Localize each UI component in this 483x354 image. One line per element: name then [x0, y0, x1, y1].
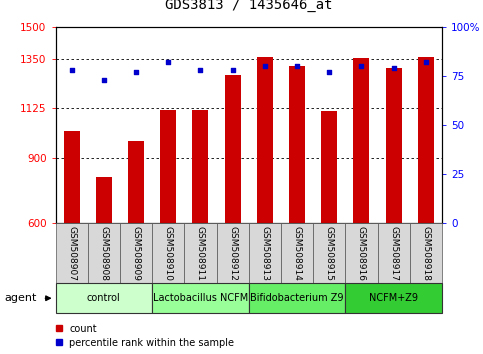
Bar — [410, 223, 442, 283]
Text: NCFM+Z9: NCFM+Z9 — [369, 293, 418, 303]
Bar — [120, 223, 152, 283]
Bar — [313, 223, 345, 283]
Text: GSM508910: GSM508910 — [164, 226, 173, 281]
Point — [132, 69, 140, 75]
Bar — [385, 68, 402, 223]
Text: control: control — [87, 293, 121, 303]
Bar — [225, 75, 241, 223]
Text: GSM508912: GSM508912 — [228, 226, 237, 281]
Bar — [185, 223, 216, 283]
Bar — [249, 223, 281, 283]
Bar — [321, 110, 337, 223]
Bar — [56, 283, 152, 313]
Bar — [152, 223, 185, 283]
Bar — [418, 57, 434, 223]
Point — [390, 65, 398, 71]
Bar — [160, 109, 176, 223]
Bar — [216, 223, 249, 283]
Bar — [192, 109, 209, 223]
Bar — [56, 223, 88, 283]
Bar — [257, 57, 273, 223]
Bar — [88, 223, 120, 283]
Point — [422, 59, 430, 65]
Bar — [56, 339, 62, 345]
Point — [326, 69, 333, 75]
Bar — [249, 283, 345, 313]
Text: GSM508913: GSM508913 — [260, 226, 270, 281]
Text: GSM508907: GSM508907 — [67, 226, 76, 281]
Bar — [345, 283, 442, 313]
Bar — [96, 177, 112, 223]
Bar — [378, 223, 410, 283]
Text: GSM508917: GSM508917 — [389, 226, 398, 281]
Bar — [56, 325, 62, 331]
Text: Bifidobacterium Z9: Bifidobacterium Z9 — [250, 293, 344, 303]
Text: GSM508911: GSM508911 — [196, 226, 205, 281]
Text: GDS3813 / 1435646_at: GDS3813 / 1435646_at — [165, 0, 332, 12]
Point — [357, 63, 365, 69]
Bar — [354, 58, 369, 223]
Point — [229, 67, 237, 73]
Text: GSM508914: GSM508914 — [293, 226, 301, 281]
Point — [197, 67, 204, 73]
Bar — [128, 141, 144, 223]
Text: GSM508909: GSM508909 — [131, 226, 141, 281]
Bar — [281, 223, 313, 283]
Text: GSM508915: GSM508915 — [325, 226, 334, 281]
Point — [68, 67, 75, 73]
Text: agent: agent — [5, 293, 37, 303]
Text: Lactobacillus NCFM: Lactobacillus NCFM — [153, 293, 248, 303]
Bar — [152, 283, 249, 313]
Point — [164, 59, 172, 65]
Bar — [64, 131, 80, 223]
Text: percentile rank within the sample: percentile rank within the sample — [69, 338, 234, 348]
Text: GSM508916: GSM508916 — [357, 226, 366, 281]
Bar — [289, 66, 305, 223]
Point — [261, 63, 269, 69]
Point — [293, 63, 301, 69]
Text: GSM508918: GSM508918 — [421, 226, 430, 281]
Text: GSM508908: GSM508908 — [99, 226, 108, 281]
Bar — [345, 223, 378, 283]
Text: count: count — [69, 324, 97, 334]
Point — [100, 77, 108, 82]
